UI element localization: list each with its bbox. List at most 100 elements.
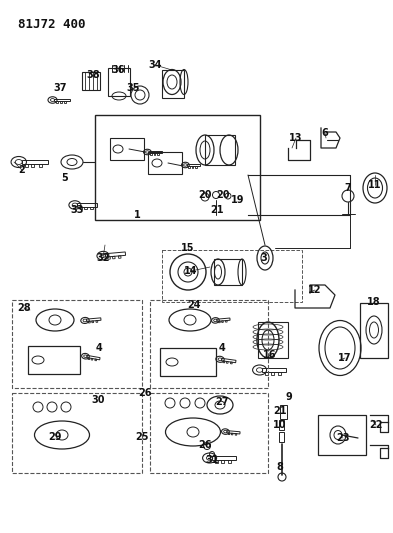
Text: 37: 37 [53, 83, 67, 93]
Bar [279, 432, 284, 442]
Bar [217, 318, 230, 321]
Text: 81J72 400: 81J72 400 [18, 18, 86, 31]
Text: 26: 26 [198, 440, 212, 450]
Bar [25, 164, 28, 167]
Text: 4: 4 [219, 343, 225, 353]
Bar [95, 115, 260, 220]
Text: 32: 32 [96, 253, 110, 263]
Bar [222, 321, 223, 322]
Text: 2: 2 [18, 165, 26, 175]
Bar [112, 256, 115, 259]
Text: 30: 30 [91, 395, 105, 405]
Text: 16: 16 [263, 350, 277, 360]
Bar [280, 405, 287, 419]
Bar [162, 250, 302, 302]
Text: 23: 23 [336, 433, 350, 443]
Text: 12: 12 [308, 285, 322, 295]
Bar [12, 300, 142, 388]
Bar [157, 153, 159, 155]
Bar [231, 433, 233, 435]
Bar [162, 70, 184, 98]
Text: 7: 7 [345, 183, 351, 193]
Text: 27: 27 [215, 397, 229, 407]
Bar [39, 164, 42, 167]
Text: 6: 6 [321, 128, 329, 138]
Text: 25: 25 [135, 432, 149, 442]
Text: 38: 38 [86, 70, 100, 80]
Text: 31: 31 [205, 455, 219, 465]
Bar [219, 321, 220, 323]
Bar [56, 101, 58, 103]
Bar [77, 203, 97, 207]
Bar [84, 207, 87, 209]
Bar [151, 153, 152, 155]
Bar [195, 166, 197, 168]
Text: 24: 24 [187, 300, 201, 310]
Text: 33: 33 [70, 205, 84, 215]
Bar [110, 138, 144, 160]
Bar [149, 151, 162, 153]
Text: 35: 35 [126, 83, 140, 93]
Text: 36: 36 [111, 65, 125, 75]
Bar [212, 456, 236, 460]
Text: 29: 29 [48, 432, 62, 442]
Text: 5: 5 [62, 173, 68, 183]
Bar [318, 415, 366, 455]
Text: 20: 20 [216, 190, 230, 200]
Bar [87, 356, 100, 360]
Text: 1: 1 [134, 210, 140, 220]
Bar [22, 160, 48, 164]
Text: 3: 3 [261, 253, 267, 263]
Bar [60, 101, 62, 103]
Text: 9: 9 [286, 392, 292, 402]
Text: 21: 21 [210, 205, 224, 215]
Bar [278, 372, 281, 375]
Bar [88, 358, 90, 360]
Bar [258, 322, 288, 358]
Text: 26: 26 [138, 388, 152, 398]
Bar [263, 368, 286, 372]
Bar [271, 372, 274, 375]
Text: 17: 17 [338, 353, 352, 363]
Bar [214, 259, 242, 285]
Bar [215, 460, 218, 463]
Bar [223, 361, 225, 363]
Bar [31, 164, 34, 167]
Text: 10: 10 [273, 420, 287, 430]
Bar [279, 420, 284, 430]
Text: 15: 15 [181, 243, 195, 253]
Bar [205, 135, 235, 165]
Bar [189, 166, 190, 168]
Bar [64, 101, 66, 103]
Text: 34: 34 [148, 60, 162, 70]
Bar [150, 300, 268, 388]
Bar [230, 362, 232, 364]
Bar [88, 321, 90, 323]
Bar [148, 152, 182, 174]
Text: 21: 21 [273, 406, 287, 416]
Text: 13: 13 [289, 133, 303, 143]
Text: 18: 18 [367, 297, 381, 307]
Bar [90, 207, 93, 209]
Text: 14: 14 [184, 266, 198, 276]
Text: 28: 28 [17, 303, 31, 313]
Bar [91, 358, 93, 360]
Bar [54, 99, 70, 101]
Text: 20: 20 [198, 190, 212, 200]
Bar [118, 256, 121, 259]
Bar [96, 320, 98, 322]
Text: 22: 22 [369, 420, 383, 430]
Text: 19: 19 [231, 195, 245, 205]
Bar [80, 207, 82, 209]
Bar [227, 431, 240, 434]
Bar [108, 68, 130, 96]
Bar [265, 372, 268, 375]
Bar [150, 393, 268, 473]
Bar [228, 433, 230, 434]
Bar [92, 321, 94, 322]
Bar [360, 303, 388, 358]
Text: 4: 4 [95, 343, 102, 353]
Text: 11: 11 [368, 180, 382, 190]
Bar [222, 358, 236, 363]
Bar [86, 318, 101, 321]
